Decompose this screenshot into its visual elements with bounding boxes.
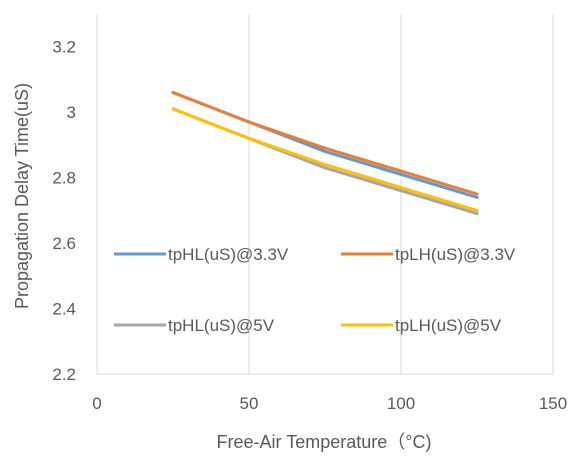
data-point-s3-2 [323,163,327,167]
legend-label-0: tpHL(uS)@3.3V [168,245,289,264]
series-lines [171,91,479,216]
data-point-s1-2 [323,146,327,150]
y-tick-label: 2.8 [52,169,76,188]
x-tick-label: 50 [240,394,259,413]
y-axis-title: Propagation Delay Time(uS) [12,83,32,309]
legend-item-3: tpLH(uS)@5V [341,316,502,335]
x-tick-labels: 0 50 100 150 [92,394,567,413]
data-point-s2-3 [399,189,403,193]
x-axis-title: Free-Air Temperature（°C) [217,432,432,452]
data-point-s1-3 [399,169,403,173]
y-tick-labels: 2.2 2.4 2.6 2.8 3 3.2 [52,38,76,384]
grid-lines [96,14,554,375]
y-tick-label: 2.4 [52,300,76,319]
y-tick-label: 3 [67,103,76,122]
data-point-s1-1 [247,120,251,124]
x-tick-label: 100 [387,394,415,413]
series-line-1 [171,91,479,196]
data-point-s0-2 [323,149,327,153]
legend-label-3: tpLH(uS)@5V [395,316,502,335]
data-point-s2-4 [475,212,479,216]
y-tick-label: 2.6 [52,234,76,253]
data-point-s3-3 [399,185,403,189]
data-point-s0-4 [475,195,479,199]
series-line-3 [171,107,479,212]
data-point-s2-2 [323,166,327,170]
y-tick-label: 3.2 [52,38,76,57]
legend-label-1: tpLH(uS)@3.3V [395,245,516,264]
data-point-s0-3 [399,172,403,176]
x-tick-label: 0 [92,394,101,413]
data-point-s1-0 [171,91,175,95]
data-point-s3-4 [475,208,479,212]
legend-item-0: tpHL(uS)@3.3V [114,245,289,264]
legend-label-2: tpHL(uS)@5V [168,316,275,335]
legend: tpHL(uS)@3.3V tpLH(uS)@3.3V tpHL(uS)@5V tpL… [114,245,516,335]
x-tick-label: 150 [539,394,567,413]
legend-item-1: tpLH(uS)@3.3V [341,245,516,264]
data-point-s3-1 [247,136,251,140]
y-tick-label: 2.2 [52,365,76,384]
data-point-s1-4 [475,192,479,196]
legend-item-2: tpHL(uS)@5V [114,316,275,335]
data-point-s3-0 [171,107,175,111]
